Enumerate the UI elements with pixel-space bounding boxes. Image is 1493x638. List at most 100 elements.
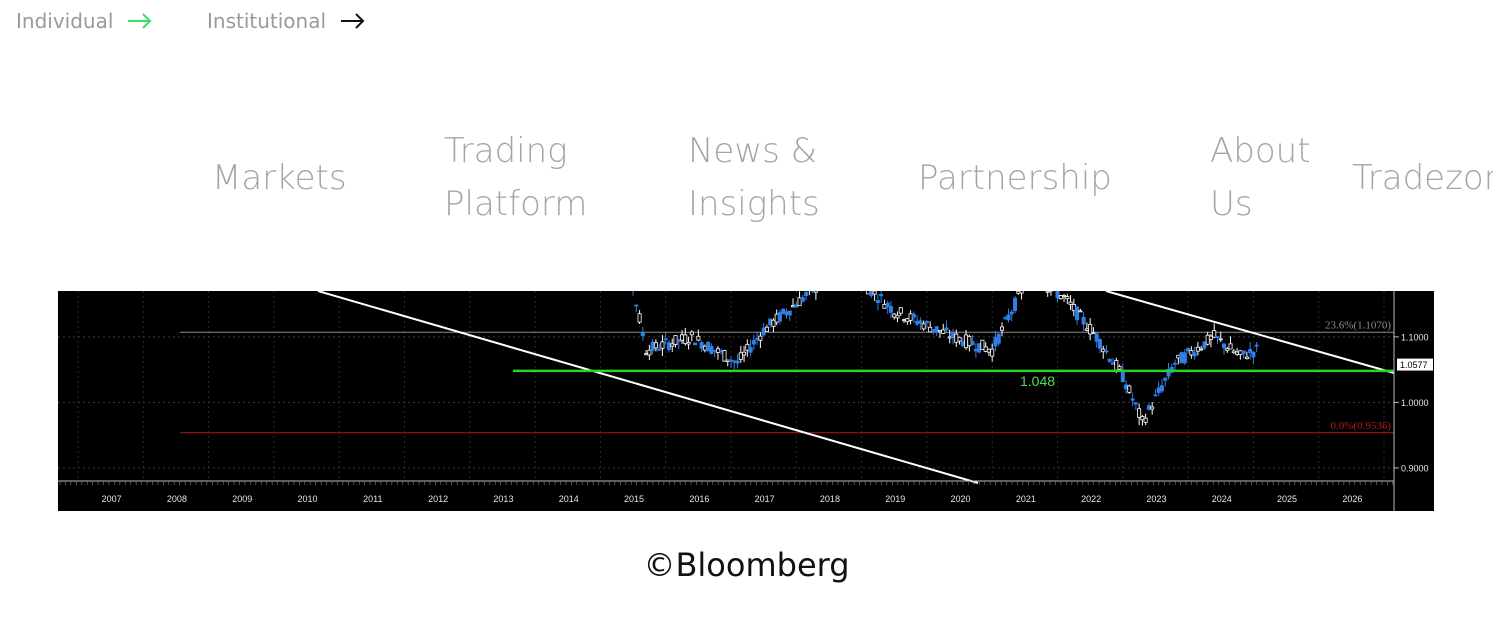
candle-body — [1055, 291, 1060, 299]
candle-body — [1009, 311, 1014, 315]
candle-body — [1238, 350, 1243, 356]
candle-body — [990, 348, 995, 357]
x-tick-label: 2022 — [1081, 494, 1101, 504]
candle-body — [882, 304, 887, 309]
candle-body — [875, 300, 880, 304]
candle-body — [1208, 335, 1213, 340]
candle-body — [1189, 350, 1194, 356]
candle-body — [869, 291, 874, 296]
candle-body — [761, 327, 766, 336]
candle-body — [787, 310, 792, 316]
candle-body — [885, 302, 890, 307]
candle-body — [683, 334, 688, 345]
candle-body — [1127, 385, 1132, 393]
candle-body — [751, 340, 756, 345]
candle-body — [993, 337, 998, 347]
candle-body — [905, 318, 910, 322]
arrow-right-icon — [341, 13, 365, 29]
candle-body — [1173, 362, 1178, 365]
candle-body — [1075, 306, 1080, 321]
support-label: 1.048 — [1020, 373, 1055, 389]
candle-body — [729, 359, 734, 362]
candle-body — [996, 333, 1001, 344]
nav-item-about-us[interactable]: About Us — [1210, 131, 1311, 224]
candle-body — [1192, 352, 1197, 357]
nav-item-trading-platform[interactable]: Trading Platform — [444, 131, 588, 224]
candle-body — [1013, 297, 1018, 312]
candle-body — [745, 343, 750, 351]
x-tick-label: 2024 — [1212, 494, 1232, 504]
candle-body — [986, 348, 991, 353]
candle-body — [742, 351, 747, 356]
candle-body — [1045, 291, 1050, 293]
candle-body — [1084, 328, 1089, 331]
x-tick-label: 2010 — [298, 494, 318, 504]
candle-body — [1104, 350, 1109, 353]
price-chart: 23.6%(1.1070) 0.0%(0.9536) 1.048 1.1000 1.… — [58, 291, 1434, 511]
candle-body — [1068, 301, 1073, 305]
candle-body — [813, 291, 818, 293]
candle-body — [924, 321, 929, 324]
x-tick-label: 2017 — [755, 494, 775, 504]
x-tick-label: 2020 — [951, 494, 971, 504]
candle-body — [973, 348, 978, 352]
x-tick-label: 2015 — [624, 494, 644, 504]
candle-body — [977, 343, 982, 353]
candle-body — [1130, 398, 1135, 401]
candle-body — [758, 335, 763, 341]
candle-body — [794, 304, 799, 308]
individual-label: Individual — [16, 9, 114, 33]
current-price-label: 1.0577 — [1400, 360, 1428, 370]
candle-body — [911, 313, 916, 318]
candle-body — [670, 343, 675, 347]
chart-canvas: 23.6%(1.1070) 0.0%(0.9536) 1.048 1.1000 1.… — [58, 291, 1433, 511]
candle-body — [644, 353, 649, 356]
candle-body — [1202, 341, 1207, 349]
individual-link[interactable]: Individual — [16, 9, 153, 33]
candle-body — [699, 342, 704, 349]
trendline-upper — [1105, 291, 1395, 374]
candle-body — [1150, 406, 1155, 410]
nav-item-news-insights[interactable]: News & Insights — [688, 131, 820, 224]
candle-body — [748, 347, 753, 353]
candle-body — [755, 338, 760, 340]
candle-body — [784, 311, 789, 316]
candle-body — [934, 326, 939, 333]
candle-body — [693, 342, 698, 346]
candle-body — [722, 350, 727, 362]
candle-body — [1159, 385, 1164, 392]
candle-body — [1094, 333, 1099, 342]
candle-body — [1251, 351, 1256, 358]
x-tick-label: 2013 — [493, 494, 513, 504]
nav-item-markets[interactable]: Markets — [212, 157, 347, 198]
candle-body — [1215, 336, 1220, 338]
candle-body — [908, 313, 913, 321]
candle-body — [1097, 339, 1102, 349]
candle-body — [983, 346, 988, 352]
candle-body — [941, 329, 946, 334]
candle-body — [872, 291, 877, 295]
candle-body — [980, 339, 985, 350]
candle-body — [764, 326, 769, 332]
candle-body — [768, 318, 773, 326]
nav-item-tradezone[interactable]: Tradezon — [1352, 157, 1493, 198]
candle-body — [657, 348, 662, 351]
nav-item-partnership[interactable]: Partnership — [918, 157, 1112, 198]
candle-body — [709, 346, 714, 354]
x-tick-label: 2007 — [102, 494, 122, 504]
candle-body — [696, 335, 701, 341]
candle-body — [686, 341, 691, 345]
institutional-link[interactable]: Institutional — [207, 9, 366, 33]
fib-label: 0.0%(0.9536) — [1331, 420, 1392, 432]
candle-body — [797, 297, 802, 307]
candle-body — [957, 336, 962, 342]
candle-body — [954, 333, 959, 343]
candle-body — [947, 336, 952, 339]
candle-body — [1006, 314, 1011, 321]
candle-body — [1071, 304, 1076, 312]
candle-body — [800, 297, 805, 302]
candle-body — [1091, 332, 1096, 334]
candle-body — [967, 336, 972, 347]
candle-body — [1117, 365, 1122, 370]
candle-body — [928, 326, 933, 333]
